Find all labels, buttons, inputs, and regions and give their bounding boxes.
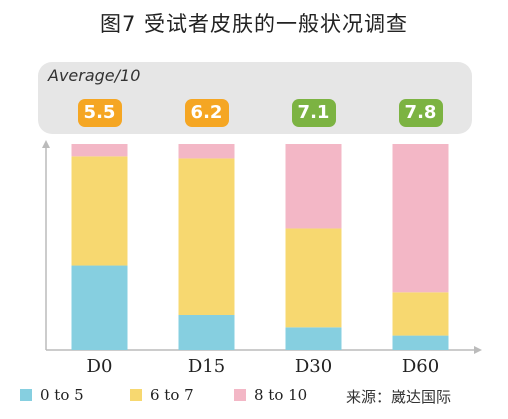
legend-item-6-to-7: 6 to 7 <box>130 386 194 404</box>
average-badge-d30: 7.1 <box>291 99 336 127</box>
legend-label-6-to-7: 6 to 7 <box>150 386 194 404</box>
legend-label-0-to-5: 0 to 5 <box>40 386 84 404</box>
bar-d30-series-1 <box>285 228 342 328</box>
bar-d60-series-0 <box>392 335 449 350</box>
bar-d30-series-2 <box>285 144 342 229</box>
legend-swatch-0-to-5 <box>20 389 32 401</box>
average-badge-d60: 7.8 <box>398 99 443 127</box>
bar-d15-series-2 <box>178 144 235 159</box>
bar-d30-series-0 <box>285 327 342 350</box>
average-badge-d0: 5.5 <box>77 99 122 127</box>
legend-item-0-to-5: 0 to 5 <box>20 386 84 404</box>
bar-d60-series-2 <box>392 144 449 293</box>
legend-swatch-6-to-7 <box>130 389 142 401</box>
bar-d0-series-1 <box>71 156 128 266</box>
average-badge-d15: 6.2 <box>184 99 229 127</box>
legend-item-8-to-10: 8 to 10 <box>234 386 307 404</box>
y-axis-arrow <box>42 140 50 148</box>
bar-d0-series-2 <box>71 144 128 157</box>
bar-d60-series-1 <box>392 292 449 336</box>
bar-d15-series-1 <box>178 158 235 315</box>
average-label: Average/10 <box>48 66 141 85</box>
legend: 0 to 5 6 to 7 8 to 10 来源：崴达国际 <box>8 386 508 408</box>
bar-d15-series-0 <box>178 314 235 350</box>
legend-swatch-8-to-10 <box>234 389 246 401</box>
source-text: 来源：崴达国际 <box>346 388 452 406</box>
legend-label-8-to-10: 8 to 10 <box>254 386 308 404</box>
x-tick-label: D30 <box>295 356 332 377</box>
x-axis-arrow <box>474 346 482 354</box>
chart-title: 图7 受试者皮肤的一般状况调查 <box>99 12 409 36</box>
x-tick-label: D0 <box>87 356 113 377</box>
bar-d0-series-0 <box>71 265 128 350</box>
x-tick-label: D15 <box>188 356 225 377</box>
x-tick-label: D60 <box>402 356 439 377</box>
